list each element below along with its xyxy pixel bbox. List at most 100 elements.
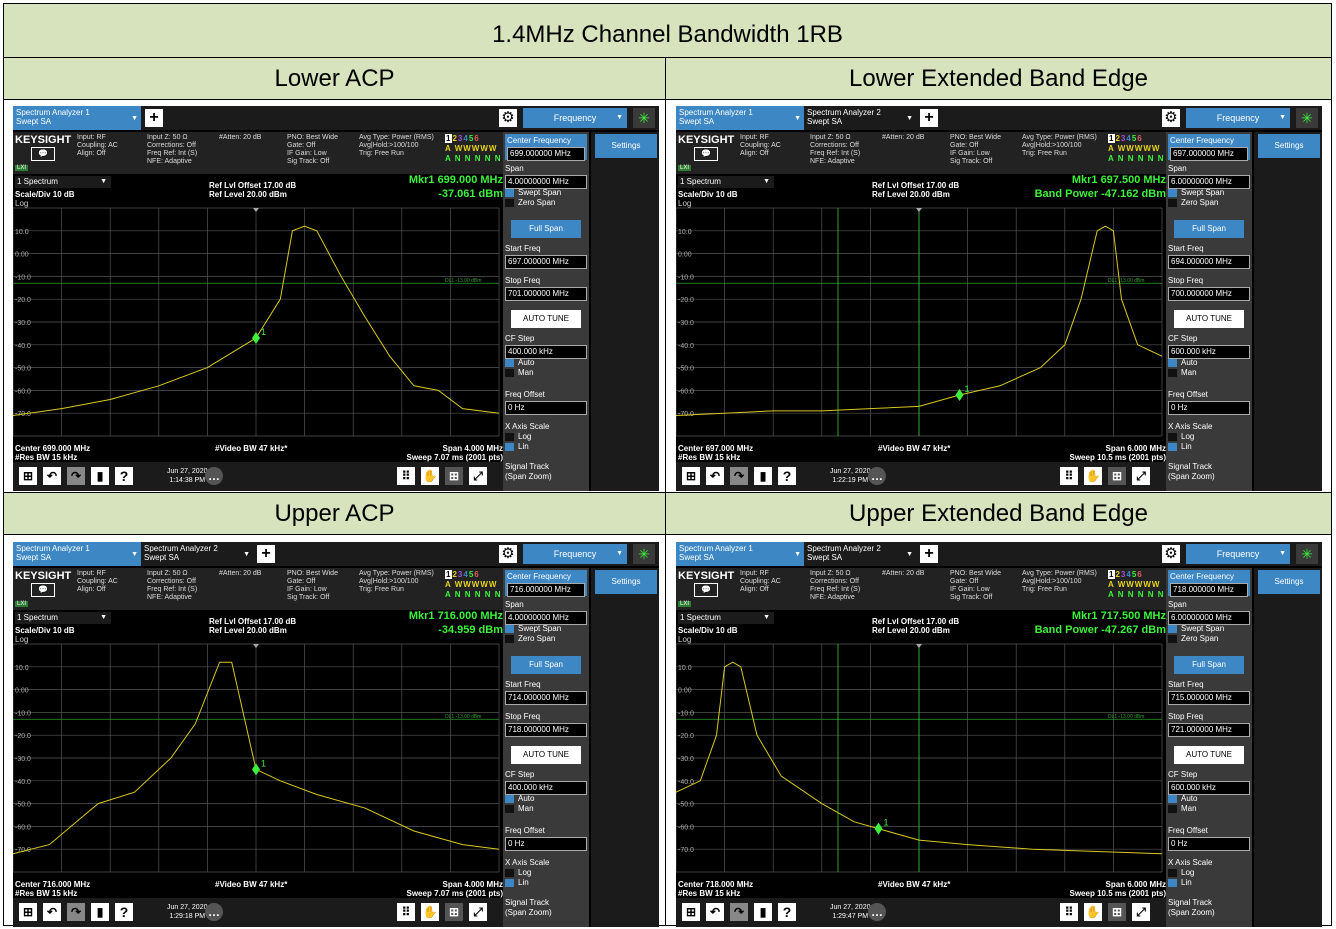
redo-icon[interactable]: ↷ [730,903,748,921]
run-status-icon[interactable]: ✳ [1296,544,1318,564]
file-icon[interactable]: ▮ [91,903,109,921]
chat-icon[interactable]: … [205,903,223,921]
x-axis-scale-key[interactable]: X Axis Scale Log Lin [1168,858,1213,887]
x-axis-scale-key[interactable]: X Axis Scale Log Lin [1168,422,1213,451]
freq-offset-key[interactable]: Freq Offset 0 Hz [1168,826,1250,851]
help-icon[interactable]: ? [778,903,796,921]
run-status-icon[interactable]: ✳ [633,544,655,564]
message-icon[interactable]: 💬 [31,147,55,161]
message-icon[interactable]: 💬 [694,147,718,161]
settings-tab[interactable]: Settings [595,570,657,594]
cf-step-auto-toggle[interactable]: Auto Man [505,358,587,378]
swept-zero-toggle[interactable]: Swept Span Zero Span [505,624,587,644]
chat-icon[interactable]: … [205,467,223,485]
keypad-icon[interactable]: ⠿ [397,903,415,921]
swept-zero-toggle[interactable]: Swept Span Zero Span [1168,624,1250,644]
stop-freq-key[interactable]: Stop Freq 701.000000 MHz [505,276,587,301]
help-icon[interactable]: ? [115,467,133,485]
chat-icon[interactable]: … [868,903,886,921]
tab-analyzer-2[interactable]: Spectrum Analyzer 2 Swept SA ▼ [804,106,916,130]
frequency-menu-button[interactable]: Frequency ▼ [523,108,627,128]
spectrum-selector[interactable]: 1 Spectrum ▼ [15,612,111,624]
cf-step-auto-toggle[interactable]: Auto Man [1168,358,1250,378]
cf-step-key[interactable]: CF Step 600.000 kHz [1168,334,1250,359]
touch-icon[interactable]: ✋ [421,903,439,921]
center-frequency-key[interactable]: Center Frequency 697.000000 MHz [1168,134,1250,161]
cf-step-auto-toggle[interactable]: Auto Man [505,794,587,814]
freq-offset-key[interactable]: Freq Offset 0 Hz [1168,390,1250,415]
x-axis-scale-key[interactable]: X Axis Scale Log Lin [505,858,550,887]
freq-offset-key[interactable]: Freq Offset 0 Hz [505,390,587,415]
spectrum-selector[interactable]: 1 Spectrum ▼ [678,612,774,624]
start-freq-key[interactable]: Start Freq 694.000000 MHz [1168,244,1250,269]
file-icon[interactable]: ▮ [754,467,772,485]
start-freq-key[interactable]: Start Freq 697.000000 MHz [505,244,587,269]
redo-icon[interactable]: ↷ [67,903,85,921]
chat-icon[interactable]: … [868,467,886,485]
add-screen-button[interactable]: + [920,109,938,127]
undo-icon[interactable]: ↶ [706,467,724,485]
span-key[interactable]: Span 6.00000000 MHz [1168,600,1250,625]
span-key[interactable]: Span 4.00000000 MHz [505,164,587,189]
fullscreen-icon[interactable]: ⤢ [1132,467,1150,485]
touch-icon[interactable]: ✋ [1084,903,1102,921]
window-layout-icon[interactable]: ⊞ [1108,903,1126,921]
tab-analyzer-2[interactable]: Spectrum Analyzer 2 Swept SA ▼ [804,542,916,566]
center-frequency-key[interactable]: Center Frequency 718.000000 MHz [1168,570,1250,597]
start-freq-key[interactable]: Start Freq 715.000000 MHz [1168,680,1250,705]
touch-icon[interactable]: ✋ [1084,467,1102,485]
undo-icon[interactable]: ↶ [706,903,724,921]
frequency-menu-button[interactable]: Frequency ▼ [1186,108,1290,128]
touch-icon[interactable]: ✋ [421,467,439,485]
cf-step-key[interactable]: CF Step 600.000 kHz [1168,770,1250,795]
cf-step-auto-toggle[interactable]: Auto Man [1168,794,1250,814]
message-icon[interactable]: 💬 [694,583,718,597]
auto-tune-button[interactable]: AUTO TUNE [511,746,581,764]
run-status-icon[interactable]: ✳ [1296,108,1318,128]
help-icon[interactable]: ? [115,903,133,921]
tab-analyzer-1[interactable]: Spectrum Analyzer 1 Swept SA ▼ [676,542,804,566]
center-frequency-key[interactable]: Center Frequency 699.000000 MHz [505,134,587,161]
frequency-menu-button[interactable]: Frequency ▼ [1186,544,1290,564]
window-layout-icon[interactable]: ⊞ [445,903,463,921]
keypad-icon[interactable]: ⠿ [1060,903,1078,921]
span-key[interactable]: Span 6.00000000 MHz [1168,164,1250,189]
gear-icon[interactable]: ⚙ [499,109,517,127]
windows-icon[interactable]: ⊞ [682,467,700,485]
marker-1-diamond[interactable] [874,822,883,835]
tab-analyzer-1[interactable]: Spectrum Analyzer 1 Swept SA ▼ [13,542,141,566]
fullscreen-icon[interactable]: ⤢ [1132,903,1150,921]
message-icon[interactable]: 💬 [31,583,55,597]
swept-zero-toggle[interactable]: Swept Span Zero Span [505,188,587,208]
settings-tab[interactable]: Settings [1258,570,1320,594]
frequency-menu-button[interactable]: Frequency ▼ [523,544,627,564]
tab-analyzer-1[interactable]: Spectrum Analyzer 1 Swept SA ▼ [676,106,804,130]
window-layout-icon[interactable]: ⊞ [1108,467,1126,485]
auto-tune-button[interactable]: AUTO TUNE [511,310,581,328]
start-freq-key[interactable]: Start Freq 714.000000 MHz [505,680,587,705]
redo-icon[interactable]: ↷ [67,467,85,485]
spectrum-selector[interactable]: 1 Spectrum ▼ [15,176,111,188]
windows-icon[interactable]: ⊞ [19,467,37,485]
signal-track-key[interactable]: Signal Track (Span Zoom) [1168,462,1215,481]
redo-icon[interactable]: ↷ [730,467,748,485]
keypad-icon[interactable]: ⠿ [1060,467,1078,485]
settings-tab[interactable]: Settings [595,134,657,158]
windows-icon[interactable]: ⊞ [19,903,37,921]
stop-freq-key[interactable]: Stop Freq 700.000000 MHz [1168,276,1250,301]
window-layout-icon[interactable]: ⊞ [445,467,463,485]
marker-1-diamond[interactable] [955,388,964,401]
tab-analyzer-1[interactable]: Spectrum Analyzer 1 Swept SA ▼ [13,106,141,130]
full-span-button[interactable]: Full Span [511,656,581,674]
windows-icon[interactable]: ⊞ [682,903,700,921]
stop-freq-key[interactable]: Stop Freq 718.000000 MHz [505,712,587,737]
undo-icon[interactable]: ↶ [43,467,61,485]
cf-step-key[interactable]: CF Step 400.000 kHz [505,334,587,359]
file-icon[interactable]: ▮ [91,467,109,485]
help-icon[interactable]: ? [778,467,796,485]
settings-tab[interactable]: Settings [1258,134,1320,158]
signal-track-key[interactable]: Signal Track (Span Zoom) [505,898,552,917]
gear-icon[interactable]: ⚙ [1162,109,1180,127]
fullscreen-icon[interactable]: ⤢ [469,903,487,921]
file-icon[interactable]: ▮ [754,903,772,921]
